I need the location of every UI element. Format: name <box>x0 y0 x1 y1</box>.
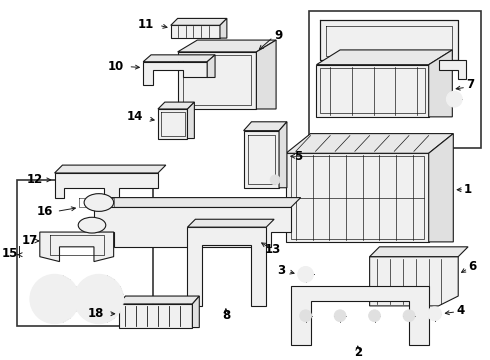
Polygon shape <box>178 52 256 109</box>
Text: 4: 4 <box>456 304 465 317</box>
Text: 18: 18 <box>88 307 104 320</box>
Polygon shape <box>193 296 199 328</box>
Text: 1: 1 <box>464 183 472 196</box>
Polygon shape <box>119 296 199 304</box>
Text: 8: 8 <box>222 309 230 322</box>
Text: 6: 6 <box>468 260 476 273</box>
Polygon shape <box>188 219 274 227</box>
Ellipse shape <box>78 217 106 233</box>
Polygon shape <box>94 198 301 207</box>
Text: 16: 16 <box>37 205 53 218</box>
Polygon shape <box>317 65 429 117</box>
Polygon shape <box>188 227 266 306</box>
Polygon shape <box>158 109 188 139</box>
Polygon shape <box>143 62 207 85</box>
Circle shape <box>368 310 380 321</box>
Polygon shape <box>171 18 227 25</box>
Bar <box>17 180 153 325</box>
Circle shape <box>334 310 346 321</box>
Polygon shape <box>286 134 453 153</box>
Polygon shape <box>158 102 195 109</box>
Text: 15: 15 <box>2 247 19 260</box>
Text: 13: 13 <box>265 243 281 256</box>
Text: 11: 11 <box>138 18 154 31</box>
Polygon shape <box>54 165 166 173</box>
Polygon shape <box>119 304 193 328</box>
Polygon shape <box>256 40 276 109</box>
Polygon shape <box>320 21 458 60</box>
Polygon shape <box>317 50 452 65</box>
Bar <box>309 10 481 148</box>
Polygon shape <box>178 40 276 52</box>
Circle shape <box>300 310 312 321</box>
Circle shape <box>298 266 314 282</box>
Polygon shape <box>369 257 458 306</box>
Text: 12: 12 <box>27 174 43 186</box>
Polygon shape <box>439 60 466 80</box>
Circle shape <box>30 274 79 324</box>
Polygon shape <box>188 102 195 139</box>
Polygon shape <box>94 207 291 247</box>
Polygon shape <box>40 232 114 262</box>
Text: 14: 14 <box>127 111 144 123</box>
Polygon shape <box>244 131 279 188</box>
Text: 2: 2 <box>354 346 362 359</box>
Polygon shape <box>143 55 215 62</box>
Circle shape <box>403 310 415 321</box>
Text: 9: 9 <box>274 29 282 42</box>
Polygon shape <box>244 122 287 131</box>
Circle shape <box>74 274 123 324</box>
Polygon shape <box>220 18 227 38</box>
Text: 7: 7 <box>466 78 474 91</box>
Circle shape <box>270 175 280 185</box>
Polygon shape <box>429 134 453 242</box>
Polygon shape <box>54 173 158 212</box>
Ellipse shape <box>84 194 114 211</box>
Text: 17: 17 <box>22 234 38 247</box>
Polygon shape <box>171 25 220 38</box>
Polygon shape <box>279 122 287 188</box>
Polygon shape <box>429 50 452 117</box>
Text: 10: 10 <box>107 60 124 73</box>
Text: 3: 3 <box>277 264 285 277</box>
Polygon shape <box>286 153 429 242</box>
Text: 5: 5 <box>294 150 302 163</box>
Polygon shape <box>291 286 429 345</box>
Circle shape <box>446 91 462 107</box>
Polygon shape <box>207 55 215 77</box>
Circle shape <box>428 307 441 321</box>
Polygon shape <box>369 247 468 257</box>
